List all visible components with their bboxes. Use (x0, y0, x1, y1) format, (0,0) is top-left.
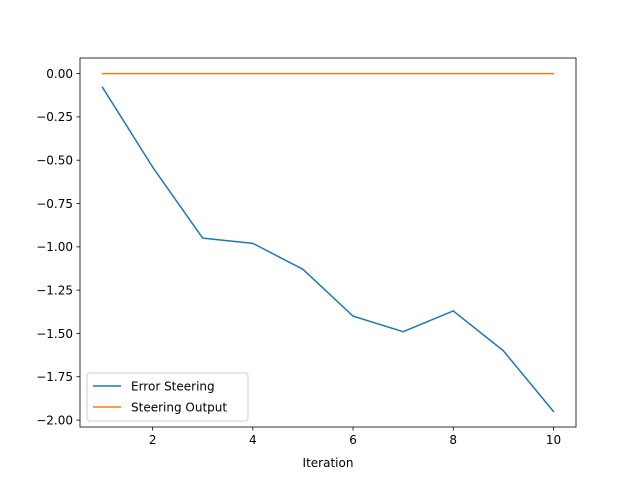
x-tick-label: 8 (449, 433, 457, 447)
x-tick-label: 4 (249, 433, 257, 447)
x-axis-ticks: 2 4 6 8 10 (149, 427, 561, 447)
x-tick-label: 6 (349, 433, 357, 447)
y-tick-label: −0.25 (36, 110, 73, 124)
y-tick-label: −0.75 (36, 197, 73, 211)
y-tick-label: −1.50 (36, 327, 73, 341)
y-axis-ticks: 0.00 −0.25 −0.50 −0.75 −1.00 −1.25 −1.50 −1.75 −… (36, 67, 80, 427)
x-axis-label: Iteration (303, 456, 354, 470)
y-tick-label: −2.00 (36, 413, 73, 427)
y-tick-label: −1.25 (36, 283, 73, 297)
y-tick-label: −0.50 (36, 154, 73, 168)
plot-lines (101, 72, 555, 413)
series-line-1 (101, 86, 555, 413)
legend-box (86, 372, 249, 422)
y-tick-label: −1.75 (36, 370, 73, 384)
legend-label-2: Steering Output (131, 400, 227, 414)
legend-label-1: Error Steering (131, 379, 215, 393)
x-tick-label: 10 (546, 433, 561, 447)
x-tick-label: 2 (149, 433, 157, 447)
y-tick-label: −1.00 (36, 240, 73, 254)
legend: Error Steering Steering Output (86, 372, 249, 422)
axes-frame (79, 57, 577, 428)
y-tick-label: 0.00 (46, 67, 73, 81)
